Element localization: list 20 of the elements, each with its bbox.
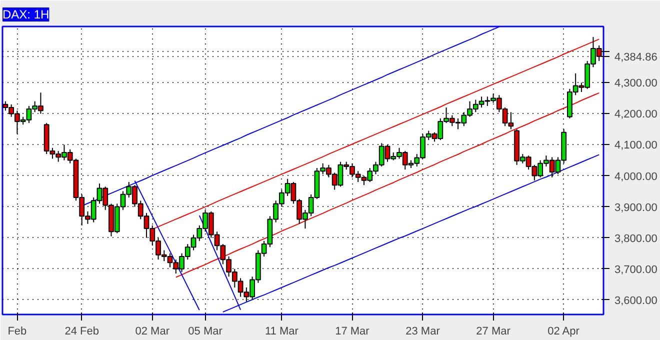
x-tick-label: 17 Mar [335, 326, 370, 338]
x-tick-label: 23 Mar [406, 326, 440, 338]
line-series [175, 92, 600, 278]
x-tick-label: 11 Mar [264, 326, 299, 338]
y-tick-label: 3,900.00 [614, 202, 658, 214]
chart-title: DAX: 1H [2, 8, 50, 22]
x-tick-label: 02 Apr [548, 326, 580, 338]
y-tick-label: 3,800.00 [614, 232, 658, 245]
x-tick-label: 05 Mar [188, 326, 223, 338]
x-tick-label: 27 Mar [476, 326, 511, 338]
y-tick-label: 4,200.00 [614, 108, 658, 121]
y-tick-label: 4,100.00 [614, 140, 658, 152]
x-tick-label: 02 Mar [135, 326, 170, 338]
y-tick-label: 4,384.86 [614, 51, 658, 64]
x-tick-label: Feb [8, 326, 27, 338]
y-tick-label: 3,600.00 [614, 294, 658, 307]
x-tick-label: 24 Feb [64, 326, 99, 338]
y-tick-label: 4,000.00 [614, 170, 658, 183]
y-tick-label: 3,700.00 [614, 264, 658, 276]
y-tick-label: 4,300.00 [614, 78, 658, 90]
